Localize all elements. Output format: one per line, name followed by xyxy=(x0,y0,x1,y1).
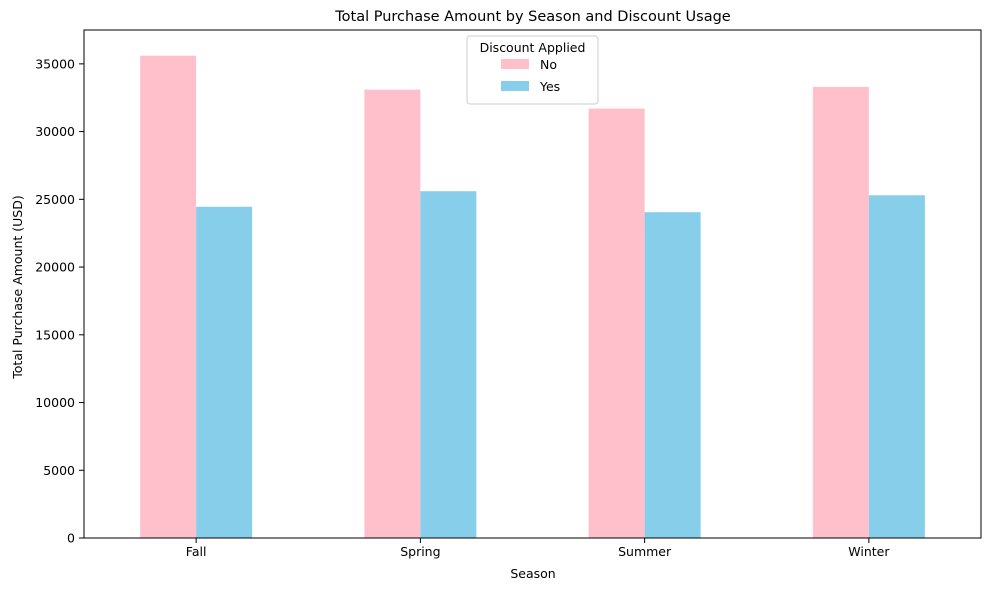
y-tick-label: 15000 xyxy=(35,327,75,342)
bar-spring-no xyxy=(364,89,421,538)
bar-fall-yes xyxy=(196,206,253,538)
legend-swatch-no xyxy=(501,59,529,69)
x-tick-label: Summer xyxy=(618,544,672,559)
axes-layer: 0 5000 10000 15000 20000 25000 30000 35000 Fall S… xyxy=(35,29,982,559)
legend-label-no: No xyxy=(540,57,557,72)
bar-fall-no xyxy=(140,55,197,538)
legend-label-yes: Yes xyxy=(539,79,560,94)
legend-swatch-yes xyxy=(501,81,529,91)
legend-box xyxy=(466,35,599,105)
legend: Discount Applied No Yes xyxy=(466,35,599,105)
plot-frame xyxy=(83,29,982,539)
chart-title: Total Purchase Amount by Season and Disc… xyxy=(334,9,731,25)
x-tick-label: Fall xyxy=(186,544,207,559)
legend-title: Discount Applied xyxy=(480,40,586,55)
x-tick-label: Spring xyxy=(400,544,440,559)
bars-layer xyxy=(140,55,925,539)
y-tick-label: 25000 xyxy=(35,192,75,207)
y-tick-label: 20000 xyxy=(35,260,75,275)
bar-summer-yes xyxy=(644,212,701,538)
x-axis-label: Season xyxy=(510,566,555,581)
bar-summer-no xyxy=(588,108,645,538)
y-tick-label: 30000 xyxy=(35,124,75,139)
y-tick-label: 5000 xyxy=(43,463,75,478)
y-tick-label: 35000 xyxy=(35,56,75,71)
bar-winter-no xyxy=(812,86,869,539)
bar-winter-yes xyxy=(868,195,925,538)
x-tick-label: Winter xyxy=(848,544,890,559)
bar-spring-yes xyxy=(420,191,477,539)
y-tick-label: 10000 xyxy=(35,395,75,410)
y-axis-label: Total Purchase Amount (USD) xyxy=(10,195,25,379)
y-tick-label: 0 xyxy=(67,531,75,546)
